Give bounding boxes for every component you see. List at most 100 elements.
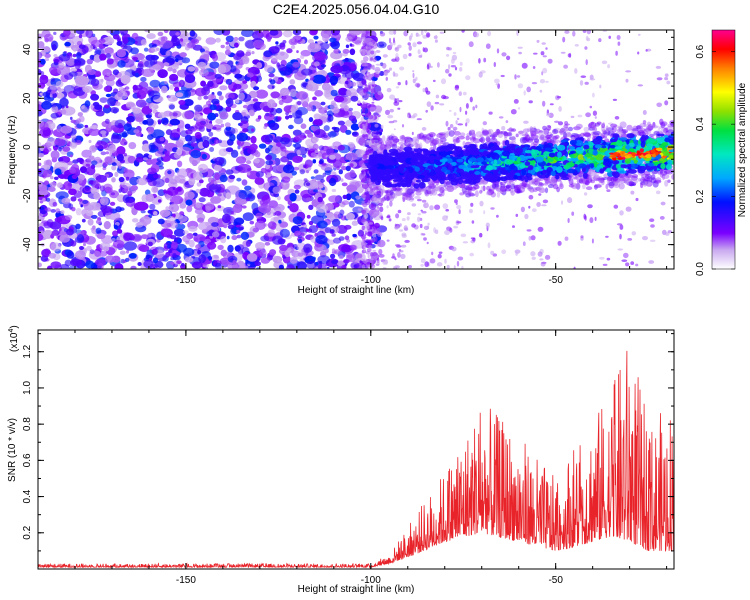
heatmap-cell: [74, 250, 86, 260]
heatmap-cell: [369, 57, 374, 62]
heatmap-cell: [341, 182, 348, 187]
heatmap-cell: [162, 119, 169, 125]
heatmap-cell: [416, 34, 421, 37]
heatmap-cell: [298, 226, 309, 234]
heatmap-cell: [313, 189, 318, 193]
heatmap-cell: [116, 49, 127, 58]
heatmap-cell: [124, 257, 130, 262]
heatmap-cell: [457, 135, 465, 140]
heatmap-cell: [145, 54, 156, 61]
heatmap-cell: [503, 132, 511, 137]
heatmap-cell: [128, 253, 137, 259]
heatmap-cell: [329, 154, 336, 160]
heatmap-cell: [233, 83, 242, 90]
heatmap-cell: [430, 105, 434, 111]
heatmap-cell: [368, 222, 374, 225]
heatmap-cell: [151, 248, 158, 255]
heatmap-cell: [271, 146, 281, 155]
heatmap-cell: [128, 170, 134, 174]
heatmap-cell: [475, 190, 479, 198]
heatmap-cell: [360, 50, 367, 54]
heatmap-cell: [267, 38, 271, 42]
heatmap-cell: [256, 62, 263, 69]
heatmap-cell: [656, 77, 663, 81]
heatmap-cell: [545, 80, 549, 83]
heatmap-cell: [170, 256, 175, 261]
heatmap-cell: [246, 72, 254, 78]
heatmap-cell: [306, 104, 313, 112]
heatmap-cell: [246, 253, 258, 262]
heatmap-cell: [310, 152, 317, 157]
heatmap-cell: [518, 51, 522, 55]
heatmap-cell: [421, 199, 427, 203]
heatmap-cell: [334, 95, 345, 103]
heatmap-cell: [392, 253, 395, 258]
heatmap-cell: [345, 165, 351, 172]
heatmap-cell: [338, 255, 344, 260]
heatmap-cell: [397, 209, 402, 214]
heatmap-cell: [117, 71, 131, 80]
heatmap-cell: [280, 137, 291, 145]
heatmap-cell: [225, 106, 232, 112]
heatmap-cell: [479, 190, 483, 194]
heatmap-cell: [376, 231, 383, 237]
heatmap-cell: [644, 181, 651, 187]
heatmap-cell: [301, 68, 313, 76]
heatmap-cell: [288, 124, 294, 130]
heatmap-cell: [75, 30, 85, 35]
heatmap-cell: [458, 209, 461, 215]
heatmap-cell: [158, 39, 173, 49]
heatmap-cell: [42, 91, 49, 97]
heatmap-cell: [183, 247, 195, 257]
heatmap-cell: [625, 206, 632, 212]
heatmap-cell: [309, 76, 315, 81]
heatmap-cell: [259, 249, 267, 257]
heatmap-cell: [389, 200, 393, 207]
heatmap-cell: [177, 238, 182, 243]
heatmap-cell: [58, 146, 62, 152]
heatmap-cell: [313, 35, 319, 40]
heatmap-cell: [362, 75, 369, 80]
heatmap-cell: [111, 177, 116, 183]
heatmap-cell: [539, 89, 543, 93]
heatmap-cell: [258, 204, 272, 214]
heatmap-cell: [583, 192, 588, 196]
heatmap-cell: [449, 124, 454, 128]
heatmap-cell: [137, 262, 142, 266]
heatmap-cell: [181, 57, 191, 64]
heatmap-cell: [140, 234, 149, 240]
heatmap-cell: [544, 254, 551, 260]
heatmap-cell: [134, 114, 144, 123]
heatmap-cell: [208, 51, 212, 56]
heatmap-cell: [62, 51, 67, 57]
heatmap-cell: [122, 194, 130, 204]
heatmap-cell: [75, 208, 82, 216]
heatmap-cell: [364, 197, 369, 203]
heatmap-cell: [406, 188, 414, 195]
heatmap-cell: [452, 52, 457, 54]
heatmap-cell: [45, 249, 50, 256]
heatmap-cell: [290, 45, 296, 50]
heatmap-cell: [338, 169, 343, 175]
heatmap-cell: [99, 97, 108, 103]
heatmap-cell: [378, 202, 384, 207]
heatmap-cell: [58, 62, 65, 68]
heatmap-cell: [312, 74, 327, 84]
heatmap-cell: [531, 82, 538, 85]
heatmap-cell: [157, 189, 165, 197]
heatmap-cell: [60, 125, 72, 134]
heatmap-cell: [426, 201, 429, 208]
heatmap-cell: [542, 199, 549, 204]
heatmap-cell: [380, 197, 385, 204]
heatmap-cell: [88, 139, 92, 144]
heatmap-cell: [262, 134, 270, 142]
heatmap-cell: [501, 126, 506, 131]
heatmap-cell: [202, 54, 210, 59]
heatmap-cell: [660, 122, 666, 129]
heatmap-cell: [388, 218, 392, 222]
heatmap-cell: [617, 41, 621, 46]
heatmap-cell: [244, 185, 252, 191]
heatmap-cell: [523, 90, 526, 96]
heatmap-cell: [368, 85, 371, 91]
heatmap-cell: [253, 101, 263, 111]
